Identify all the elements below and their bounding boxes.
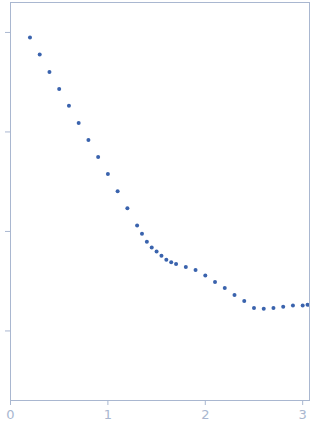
svg-text:0: 0: [6, 407, 14, 422]
svg-text:3: 3: [299, 407, 307, 422]
svg-text:1: 1: [104, 407, 112, 422]
svg-text:2: 2: [201, 407, 209, 422]
